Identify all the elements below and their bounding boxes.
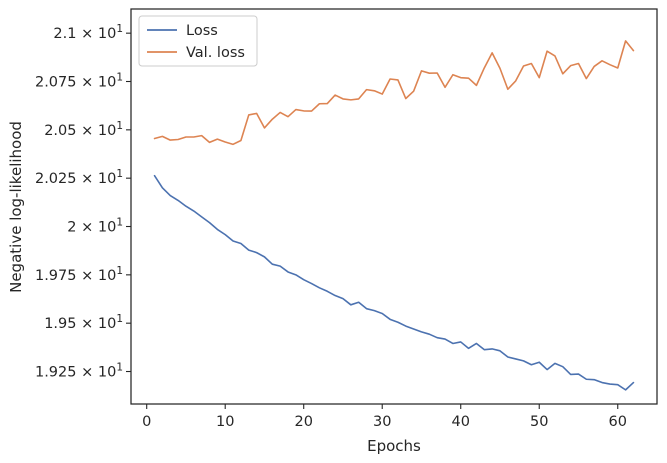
legend-box [138,15,258,67]
legend-label-0: Loss [186,23,218,39]
x-tick-label: 60 [609,414,627,430]
plot-frame [130,8,658,405]
y-tick-label: 2.025 × 101 [35,168,123,187]
legend-label-1: Val. loss [186,45,245,61]
x-tick-label: 10 [216,414,234,430]
series-line-1 [153,40,635,146]
series-lines [153,40,635,391]
y-tick-label: 2.1 × 101 [53,23,123,42]
y-tick-label: 1.975 × 101 [35,265,123,284]
x-tick-label: 40 [452,414,470,430]
y-axis-label: Negative log-likelihood [7,121,25,293]
legend: Loss Val. loss [138,15,258,67]
x-tick-label: 20 [294,414,312,430]
x-axis: 0 10 20 30 40 50 60 [142,404,627,430]
y-axis: 1.925 × 101 1.95 × 101 1.975 × 101 2 × 101 2… [35,23,131,381]
y-tick-label: 2 × 101 [67,217,123,236]
x-tick-label: 0 [142,414,151,430]
x-axis-label: Epochs [367,437,421,455]
y-tick-label: 1.95 × 101 [44,313,123,332]
y-tick-label: 1.925 × 101 [35,362,123,381]
y-tick-label: 2.05 × 101 [44,120,123,139]
x-tick-label: 30 [373,414,391,430]
series-line-0 [153,174,635,391]
x-tick-label: 50 [530,414,548,430]
y-tick-label: 2.075 × 101 [35,72,123,91]
